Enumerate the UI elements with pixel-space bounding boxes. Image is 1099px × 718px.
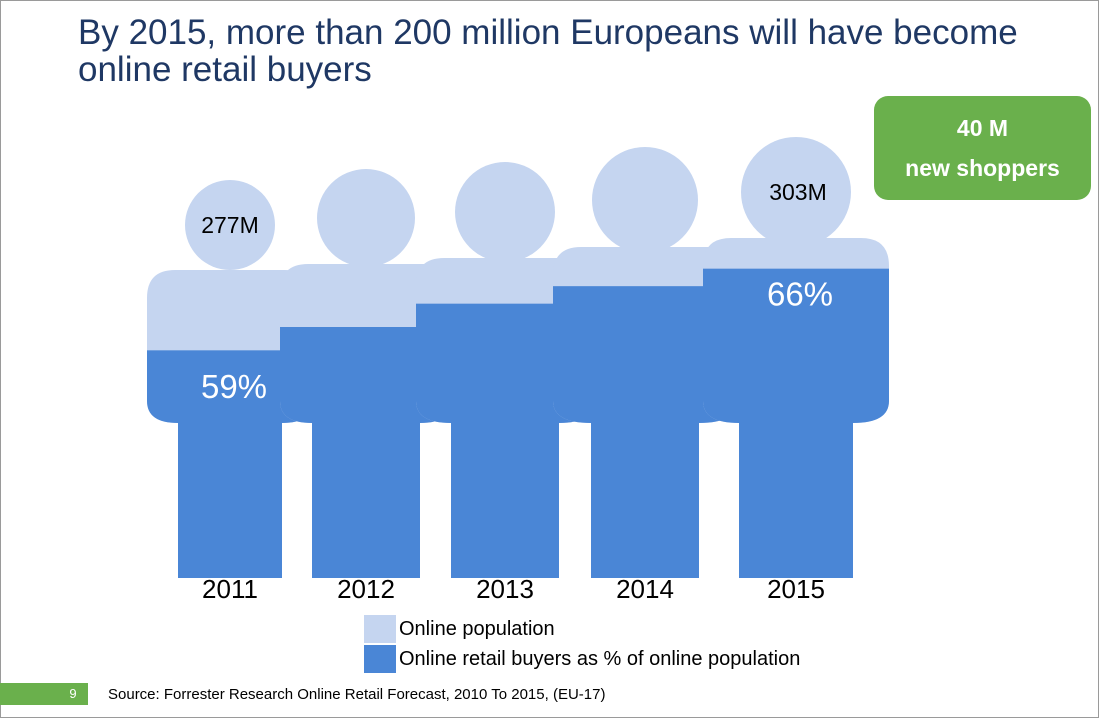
chart-legend: Online population Online retail buyers a…: [364, 614, 800, 674]
percent-label-2011: 59%: [201, 368, 267, 405]
legend-swatch-retail-buyers: [364, 645, 396, 673]
year-label-2012: 2012: [337, 574, 395, 604]
person-head-2011: [185, 180, 275, 270]
year-label-2013: 2013: [476, 574, 534, 604]
legend-item-online-population: Online population: [364, 614, 800, 644]
legend-label: Online population: [399, 617, 555, 640]
population-label-2011: 277M: [201, 212, 259, 238]
year-label-2015: 2015: [767, 574, 825, 604]
source-note: Source: Forrester Research Online Retail…: [108, 686, 606, 703]
page-number-bar: 9: [0, 683, 88, 705]
population-label-2015: 303M: [769, 179, 827, 205]
slide-title: By 2015, more than 200 million Europeans…: [78, 13, 1018, 89]
new-shoppers-callout: 40 M new shoppers: [874, 96, 1091, 200]
person-head-2012: [317, 169, 415, 267]
retail-buyers-fill-2015: [703, 268, 889, 578]
legend-item-retail-buyers: Online retail buyers as % of online popu…: [364, 644, 800, 674]
percent-label-2015: 66%: [767, 276, 833, 313]
year-label-2011: 2011: [202, 574, 258, 604]
callout-label: new shoppers: [905, 155, 1060, 181]
person-head-2015: [741, 137, 851, 247]
page-number: 9: [69, 686, 77, 701]
legend-swatch-online-population: [364, 615, 396, 643]
year-label-2014: 2014: [616, 574, 674, 604]
person-head-2013: [455, 162, 555, 262]
callout-value: 40 M: [956, 115, 1009, 141]
legend-label: Online retail buyers as % of online popu…: [399, 647, 801, 670]
person-head-2014: [592, 147, 698, 253]
